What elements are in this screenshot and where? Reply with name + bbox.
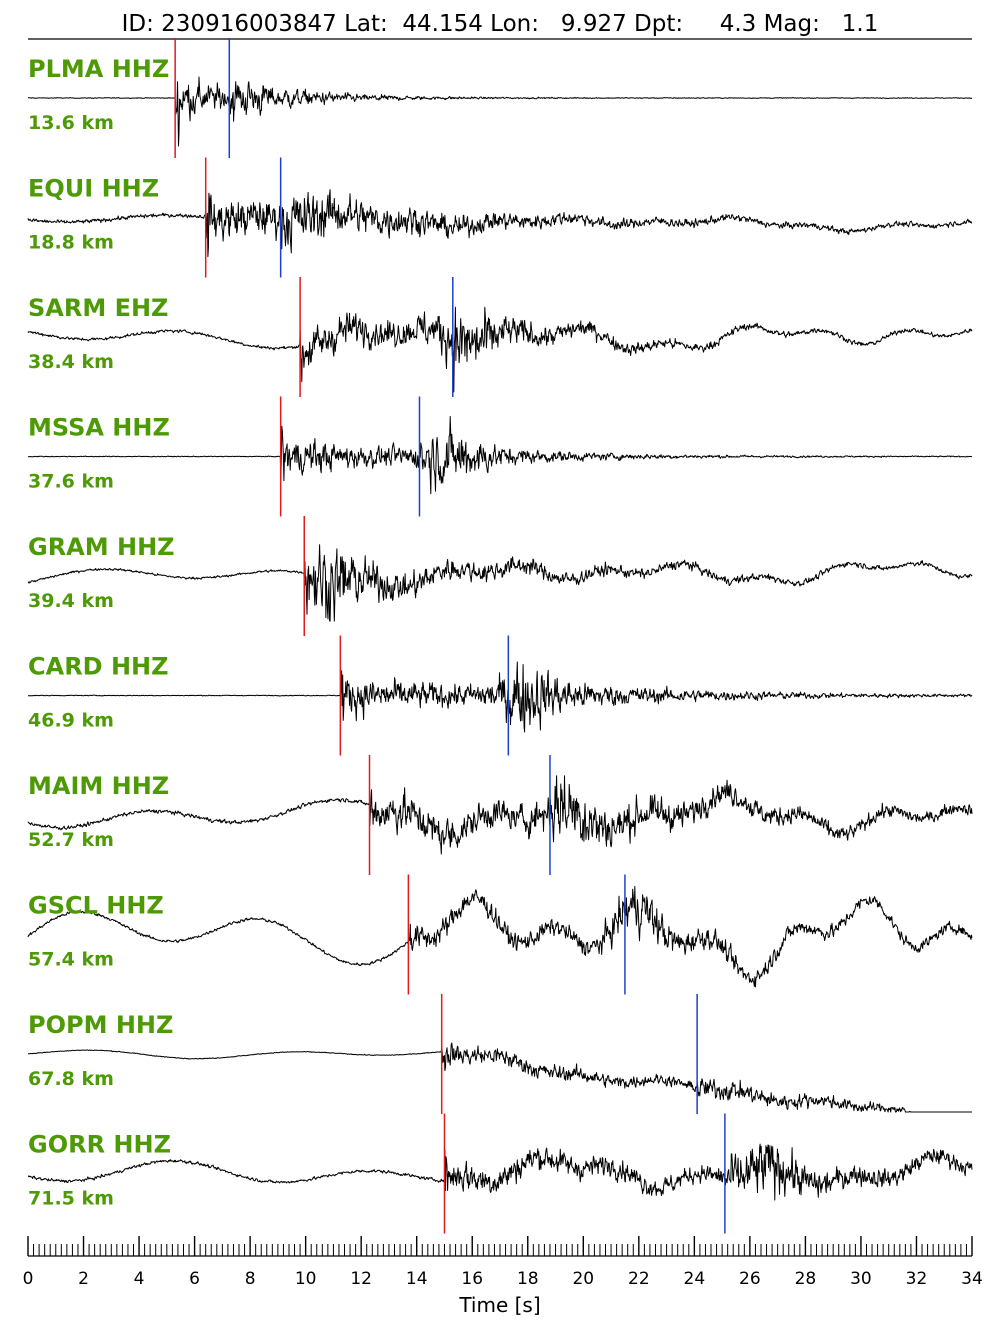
trace-row: PLMA HHZ 13.6 km [27, 38, 973, 158]
waveform-maim [27, 775, 973, 855]
waveform-equi [27, 189, 973, 258]
waveform-gscl [27, 886, 973, 988]
station-name-gscl: GSCL HHZ [28, 892, 164, 920]
waveform-card [27, 661, 973, 733]
x-tick-label: 30 [850, 1269, 872, 1289]
trace-row: POPM HHZ 67.8 km [28, 994, 972, 1114]
station-name-sarm: SARM EHZ [28, 294, 168, 322]
station-distance-gram: 39.4 km [28, 590, 114, 612]
station-name-plma: PLMA HHZ [28, 55, 169, 83]
x-tick-label: 20 [572, 1269, 594, 1289]
station-distance-card: 46.9 km [28, 710, 114, 732]
station-distance-popm: 67.8 km [28, 1068, 114, 1090]
x-tick-label: 6 [189, 1269, 200, 1289]
x-tick-label: 0 [23, 1269, 34, 1289]
trace-row: SARM EHZ 38.4 km [27, 277, 973, 397]
waveform-gram [27, 544, 973, 622]
waveform-popm [28, 1042, 972, 1113]
station-distance-plma: 13.6 km [28, 112, 114, 134]
trace-row: EQUI HHZ 18.8 km [27, 157, 973, 278]
x-tick-label: 22 [628, 1269, 650, 1289]
x-axis-label: Time [s] [458, 1293, 540, 1317]
waveform-sarm [27, 306, 973, 393]
station-name-maim: MAIM HHZ [28, 772, 169, 800]
x-tick-label: 4 [134, 1269, 145, 1289]
station-distance-gscl: 57.4 km [28, 949, 114, 971]
x-tick-label: 34 [961, 1269, 983, 1289]
x-tick-label: 26 [739, 1269, 761, 1289]
x-tick-label: 16 [461, 1269, 483, 1289]
x-tick-label: 10 [295, 1269, 317, 1289]
x-tick-label: 24 [684, 1269, 706, 1289]
traces-group: PLMA HHZ 13.6 km EQUI HHZ 18.8 km SARM EHZ 38… [27, 38, 973, 1234]
waveform-mssa [27, 416, 973, 495]
trace-row: GRAM HHZ 39.4 km [27, 516, 973, 636]
station-name-popm: POPM HHZ [28, 1011, 173, 1039]
station-distance-maim: 52.7 km [28, 829, 114, 851]
trace-row: CARD HHZ 46.9 km [27, 635, 973, 756]
x-tick-label: 8 [245, 1269, 256, 1289]
x-tick-label: 18 [517, 1269, 539, 1289]
x-tick-label: 28 [795, 1269, 817, 1289]
station-distance-sarm: 38.4 km [28, 351, 114, 373]
waveform-plma [27, 76, 973, 147]
station-name-gram: GRAM HHZ [28, 533, 175, 561]
station-name-card: CARD HHZ [28, 653, 169, 681]
x-tick-label: 14 [406, 1269, 428, 1289]
x-tick-label: 32 [906, 1269, 928, 1289]
station-distance-equi: 18.8 km [28, 232, 114, 254]
chart-title: ID: 230916003847 Lat: 44.154 Lon: 9.927 … [122, 11, 879, 37]
x-tick-label: 2 [78, 1269, 89, 1289]
trace-row: MSSA HHZ 37.6 km [27, 396, 973, 517]
trace-row: MAIM HHZ 52.7 km [27, 755, 973, 875]
station-name-mssa: MSSA HHZ [28, 414, 170, 442]
trace-row: GSCL HHZ 57.4 km [27, 874, 973, 995]
station-distance-mssa: 37.6 km [28, 471, 114, 493]
trace-row: GORR HHZ 71.5 km [27, 1113, 973, 1234]
station-distance-gorr: 71.5 km [28, 1188, 114, 1210]
x-tick-label: 12 [350, 1269, 372, 1289]
time-axis: 0 2 4 6 8 10 12 14 16 18 20 22 24 26 28 30 32 34 [23, 1236, 983, 1289]
station-name-gorr: GORR HHZ [28, 1131, 171, 1159]
waveform-gorr [27, 1143, 973, 1201]
station-name-equi: EQUI HHZ [28, 175, 159, 203]
